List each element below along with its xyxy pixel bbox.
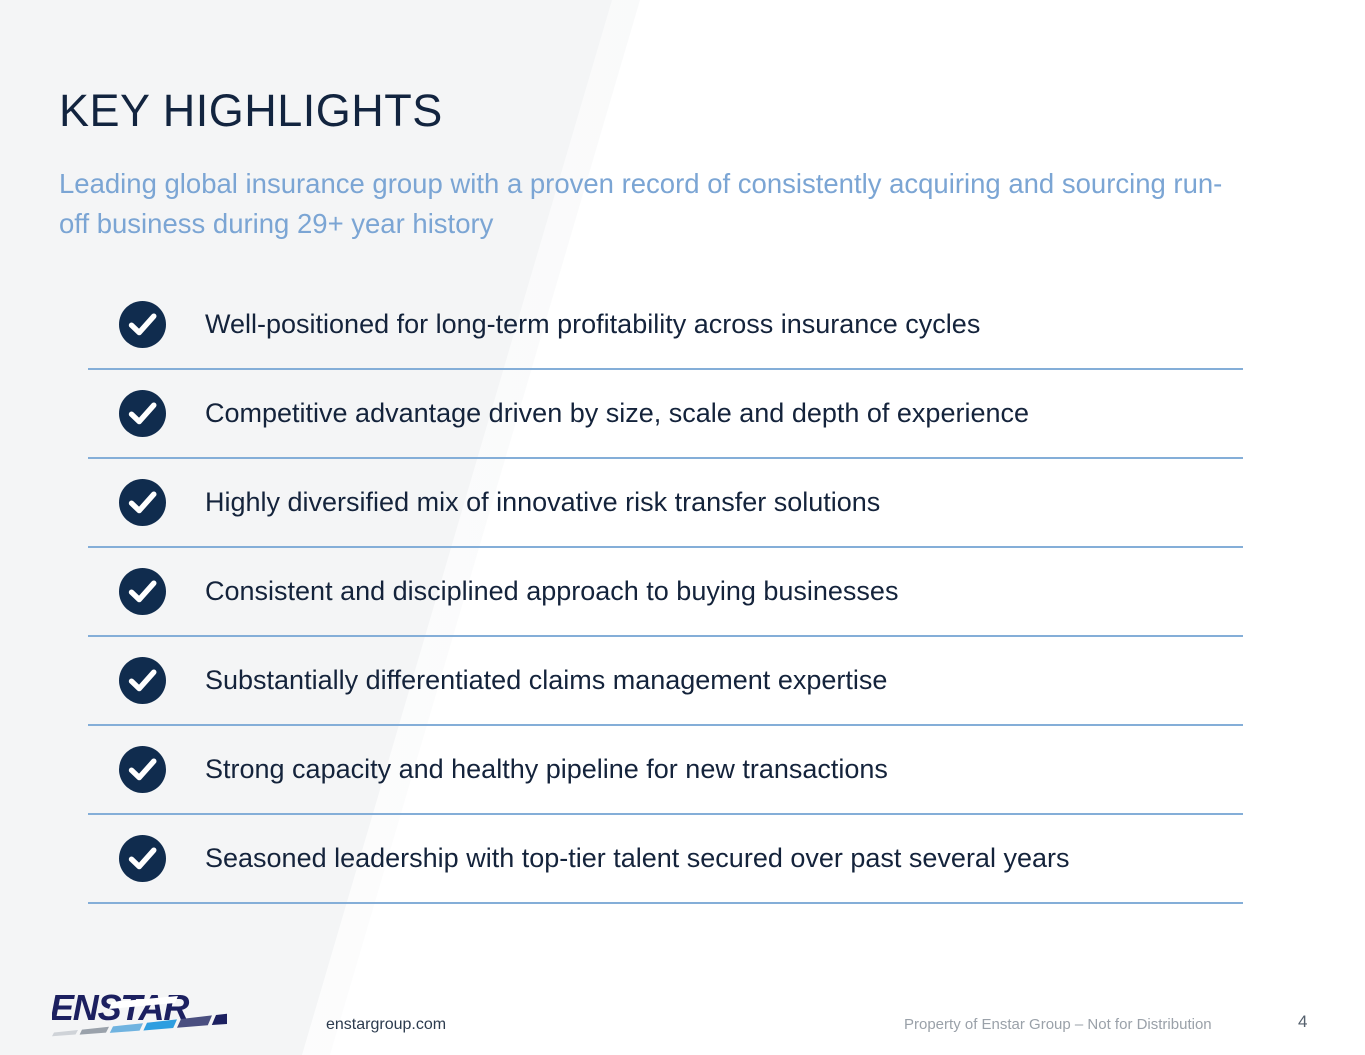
list-item-label: Consistent and disciplined approach to b… [205,576,899,607]
check-circle-icon [119,657,166,704]
list-item: Substantially differentiated claims mana… [88,637,1243,726]
list-item-label: Seasoned leadership with top-tier talent… [205,843,1070,874]
check-circle-icon [119,835,166,882]
list-item-label: Substantially differentiated claims mana… [205,665,888,696]
check-circle-icon [119,568,166,615]
list-item: Highly diversified mix of innovative ris… [88,459,1243,548]
check-circle-icon [119,390,166,437]
list-item: Well-positioned for long-term profitabil… [88,281,1243,370]
list-item: Competitive advantage driven by size, sc… [88,370,1243,459]
enstar-logo: ENSTAR [52,986,227,1044]
check-circle-icon [119,301,166,348]
page-subtitle: Leading global insurance group with a pr… [59,167,1223,240]
page-title: KEY HIGHLIGHTS [59,85,443,137]
list-item: Consistent and disciplined approach to b… [88,548,1243,637]
list-item-label: Strong capacity and healthy pipeline for… [205,754,888,785]
list-item: Strong capacity and healthy pipeline for… [88,726,1243,815]
check-circle-icon [119,746,166,793]
list-item-label: Well-positioned for long-term profitabil… [205,309,981,340]
highlights-list: Well-positioned for long-term profitabil… [88,281,1243,904]
list-item-label: Highly diversified mix of innovative ris… [205,487,881,518]
list-item-label: Competitive advantage driven by size, sc… [205,398,1030,429]
footer-notice: Property of Enstar Group – Not for Distr… [904,1016,1212,1033]
page-number: 4 [1298,1012,1308,1031]
footer-website[interactable]: enstargroup.com [326,1016,447,1033]
check-circle-icon [119,479,166,526]
list-item: Seasoned leadership with top-tier talent… [88,815,1243,904]
